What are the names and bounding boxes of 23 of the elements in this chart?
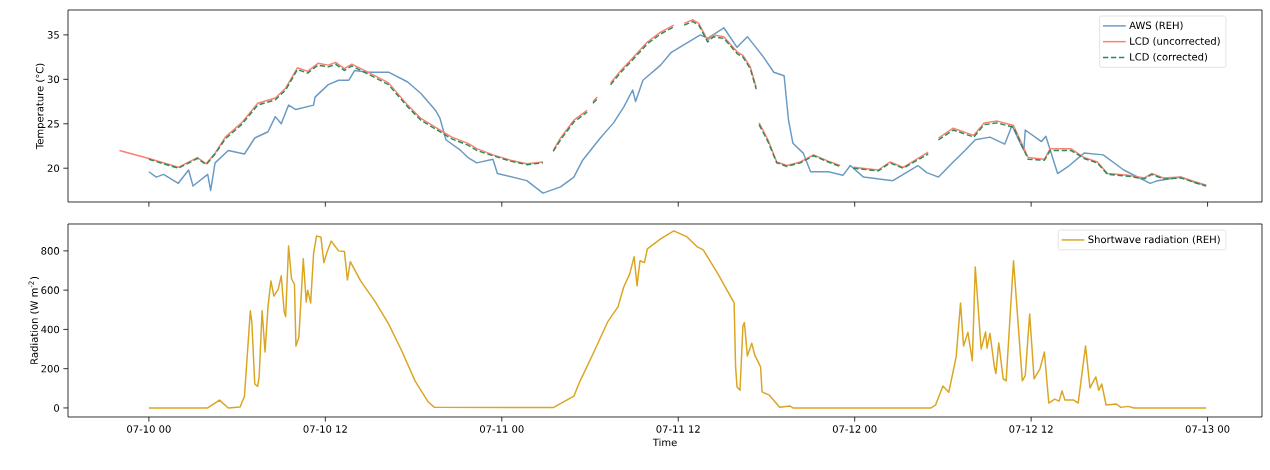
y-tick-label: 800	[41, 247, 60, 255]
y-tick-label: 400	[41, 325, 60, 334]
y-tick-label: 200	[41, 364, 60, 373]
x-tick-label: 07-10 00	[127, 425, 171, 433]
legend-label: LCD (uncorrected)	[1130, 37, 1220, 47]
y-tick-label: 20	[47, 164, 60, 172]
x-tick-label: 07-12 00	[832, 425, 877, 433]
x-axis-title: Time	[652, 438, 677, 447]
y-tick-label: 0	[54, 404, 60, 412]
y-tick-label: 30	[47, 75, 60, 84]
legend-label: AWS (REH)	[1129, 21, 1183, 31]
y-axis-title: Radiation (W m$^{-2}$)	[28, 277, 40, 364]
x-tick-label: 07-12 12	[1009, 425, 1053, 433]
x-tick-label: 07-10 12	[303, 425, 347, 433]
y-tick-label: 600	[41, 286, 60, 294]
y-axis-title: Temperature (°C)	[35, 63, 46, 150]
legend-label: LCD (corrected)	[1130, 52, 1208, 62]
x-tick-label: 07-13 00	[1185, 425, 1230, 433]
y-tick-label: 35	[47, 31, 59, 39]
y-tick-label: 25	[47, 119, 59, 128]
x-tick-label: 07-11 12	[656, 425, 700, 433]
x-tick-label: 07-11 00	[479, 425, 524, 433]
legend-label: Shortwave radiation (REH)	[1088, 235, 1220, 245]
